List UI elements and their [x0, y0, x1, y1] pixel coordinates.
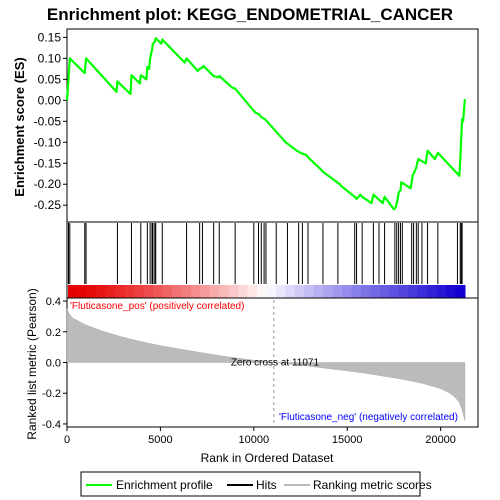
es-y-tick-label: 0.00 — [38, 93, 62, 107]
es-panel-frame — [66, 28, 479, 223]
rank-color-segment — [134, 285, 145, 298]
rank-color-segment — [266, 285, 277, 298]
rank-color-segment — [332, 285, 343, 298]
metric-y-tick-label: -0.2 — [42, 388, 61, 400]
es-y-tick-label: 0.10 — [38, 51, 62, 65]
metric-y-tick-label: 0.2 — [46, 327, 61, 339]
hits-panel — [66, 221, 479, 299]
es-y-tick-label: 0.15 — [38, 30, 62, 44]
zero-cross-label: Zero cross at 11071 — [231, 358, 320, 369]
rank-color-segment — [124, 285, 135, 298]
rank-color-segment — [417, 285, 428, 298]
enrichment-profile-line — [65, 37, 466, 211]
rank-color-segment — [427, 285, 438, 298]
x-tick-label: 15000 — [332, 434, 363, 446]
rank-color-segment — [228, 285, 239, 298]
legend: Enrichment profile Hits Ranking metric s… — [80, 471, 432, 497]
ranking-metric-area — [66, 308, 466, 421]
metric-y-tick-label: 0.4 — [46, 296, 61, 308]
chart-title: Enrichment plot: KEGG_ENDOMETRIAL_CANCER — [47, 5, 453, 24]
rank-color-segment — [209, 285, 220, 298]
rank-color-segment — [304, 285, 315, 298]
rank-color-segment — [257, 285, 268, 298]
es-y-tick-label: -0.20 — [34, 177, 62, 191]
rank-color-segment — [171, 285, 183, 298]
rank-color-segment — [370, 285, 381, 298]
metric-axis-label: Ranked list metric (Pearson) — [25, 288, 39, 439]
rank-color-segment — [219, 285, 230, 298]
rank-color-segment — [389, 285, 400, 298]
rank-color-segment — [360, 285, 372, 298]
rank-color-segment — [313, 285, 324, 298]
rank-color-segment — [398, 285, 409, 298]
rank-color-segment — [379, 285, 390, 298]
es-y-tick-label: 0.05 — [38, 72, 62, 86]
rank-color-segment — [285, 285, 296, 298]
metric-panel: -0.4 -0.2 0.0 0.2 0.4 0 5000 10000 15000 20000 Zer… — [42, 296, 479, 446]
rank-color-segment — [162, 285, 173, 298]
rank-color-segment — [200, 285, 211, 298]
x-axis-label: Rank in Ordered Dataset — [201, 451, 334, 465]
rank-color-segment — [351, 285, 362, 298]
es-y-tick-label: -0.15 — [34, 156, 62, 170]
rank-color-segment — [115, 285, 126, 298]
x-tick-label: 10000 — [239, 434, 270, 446]
x-tick-label: 20000 — [425, 434, 456, 446]
rank-color-segment — [153, 285, 164, 298]
rank-color-segment — [342, 285, 353, 298]
legend-label-metric: Ranking metric scores — [313, 478, 432, 492]
metric-y-tick-label: -0.4 — [42, 419, 61, 431]
rank-color-segment — [323, 285, 334, 298]
rank-color-segment — [143, 285, 154, 298]
es-y-tick-label: -0.05 — [34, 114, 62, 128]
rank-color-segment — [446, 285, 457, 298]
es-y-tick-label: -0.25 — [34, 198, 62, 212]
legend-label-enrichment: Enrichment profile — [116, 478, 213, 492]
rank-color-segment — [238, 285, 249, 298]
rank-color-segment — [68, 285, 79, 298]
positive-correlation-label: 'Fluticasone_pos' (positively correlated… — [70, 301, 244, 312]
es-axis-label: Enrichment score (ES) — [12, 57, 27, 196]
metric-y-tick-label: 0.0 — [46, 358, 61, 370]
rank-color-segment — [436, 285, 447, 298]
rank-color-segment — [275, 285, 286, 298]
rank-color-segment — [247, 285, 258, 298]
es-y-tick-label: -0.10 — [34, 135, 62, 149]
rank-color-segment — [86, 285, 97, 298]
rank-color-segment — [105, 285, 116, 298]
rank-color-segment — [96, 285, 107, 298]
es-panel: -0.25 -0.20 -0.15 -0.10 -0.05 0.00 0.05 0.10 0.1… — [34, 28, 479, 223]
x-tick-label: 0 — [64, 434, 70, 446]
rank-color-segment — [77, 285, 88, 298]
rank-color-segment — [294, 285, 305, 298]
negative-correlation-label: 'Fluticasone_neg' (negatively correlated… — [279, 412, 458, 423]
rank-color-segment — [408, 285, 419, 298]
legend-label-hits: Hits — [256, 478, 277, 492]
rank-color-segment — [190, 285, 201, 298]
rank-color-segment — [181, 285, 192, 298]
rank-color-segment — [455, 285, 466, 298]
x-tick-label: 5000 — [148, 434, 172, 446]
